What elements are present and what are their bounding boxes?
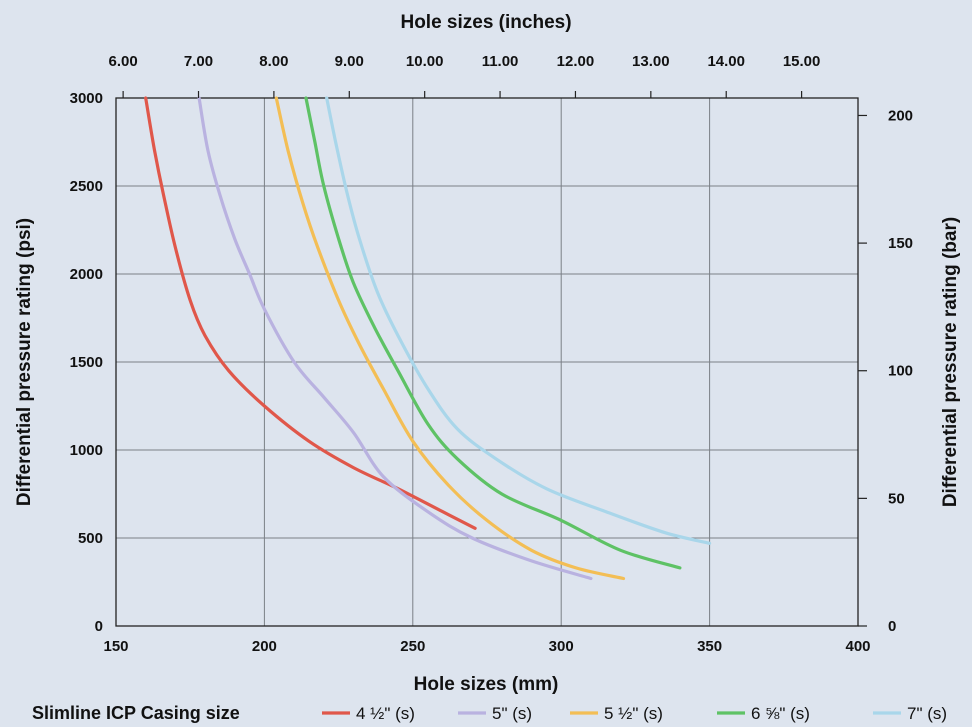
legend-item-label: 6 ⅝" (s) xyxy=(751,704,810,723)
series-line xyxy=(197,96,593,581)
y-tick-label: 3000 xyxy=(70,90,103,107)
top-axis-title: Hole sizes (inches) xyxy=(400,12,571,33)
series-line xyxy=(144,96,477,530)
legend-item-label: 7" (s) xyxy=(907,704,947,723)
left-axis: 0 500 1000 1500 2000 2500 3000 xyxy=(70,90,103,635)
top-axis: 6.00 7.00 8.00 9.00 10.00 11.00 12.00 13.00 14.0… xyxy=(109,53,821,98)
x-tick-label: 250 xyxy=(400,638,425,655)
y-tick-label: 1000 xyxy=(70,442,103,459)
y-tick-label: 500 xyxy=(78,530,103,547)
top-tick-label: 11.00 xyxy=(482,53,519,70)
right-tick-label: 150 xyxy=(888,235,913,252)
bottom-axis: 150 200 250 300 350 400 xyxy=(103,638,870,655)
series-lines xyxy=(144,96,712,581)
top-tick-label: 8.00 xyxy=(259,53,288,70)
right-tick-label: 50 xyxy=(888,490,905,507)
series-line xyxy=(274,96,626,581)
top-tick-label: 13.00 xyxy=(632,53,670,70)
right-tick-label: 200 xyxy=(888,107,913,124)
y-tick-label: 0 xyxy=(95,618,103,635)
y2-axis-title: Differential pressure rating (bar) xyxy=(940,217,961,507)
x-axis-title: Hole sizes (mm) xyxy=(414,674,559,695)
x-tick-label: 350 xyxy=(697,638,722,655)
top-tick-label: 10.00 xyxy=(406,53,444,70)
top-tick-label: 15.00 xyxy=(783,53,821,70)
right-axis: 0 50 100 150 200 xyxy=(858,107,913,635)
grid-lines xyxy=(116,98,858,626)
right-tick-label: 100 xyxy=(888,363,913,380)
top-tick-label: 14.00 xyxy=(707,53,745,70)
legend-title: Slimline ICP Casing size xyxy=(32,703,240,723)
top-tick-label: 6.00 xyxy=(109,53,138,70)
legend-item-label: 5" (s) xyxy=(492,704,532,723)
x-tick-label: 400 xyxy=(845,638,870,655)
series-line xyxy=(304,96,682,570)
top-tick-label: 12.00 xyxy=(557,53,595,70)
legend-item-label: 5 ½" (s) xyxy=(604,704,663,723)
x-tick-label: 200 xyxy=(252,638,277,655)
plot-frame xyxy=(115,97,859,627)
top-tick-label: 9.00 xyxy=(335,53,364,70)
legend-item-label: 4 ½" (s) xyxy=(356,704,415,723)
y-tick-label: 2500 xyxy=(70,178,103,195)
y-axis-title: Differential pressure rating (psi) xyxy=(14,218,35,506)
y-tick-label: 2000 xyxy=(70,266,103,283)
y-tick-label: 1500 xyxy=(70,354,103,371)
legend: Slimline ICP Casing size 4 ½" (s) 5" (s) 5… xyxy=(32,703,947,723)
right-tick-label: 0 xyxy=(888,618,896,635)
top-tick-label: 7.00 xyxy=(184,53,213,70)
x-tick-label: 300 xyxy=(549,638,574,655)
x-tick-label: 150 xyxy=(103,638,128,655)
series-line xyxy=(325,96,712,545)
